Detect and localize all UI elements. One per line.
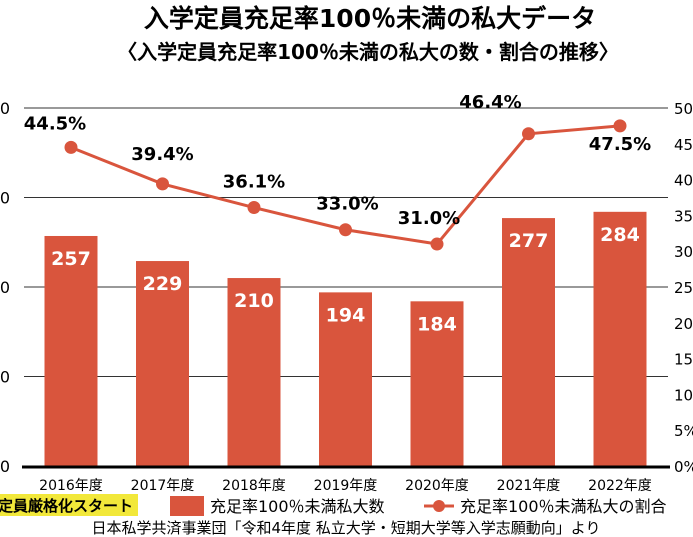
bar-value-label: 257 [51,248,91,270]
right-axis-tick-label: 0% [674,458,693,476]
bar [502,218,555,466]
right-axis-tick-label: 30% [674,243,693,261]
bar-value-label: 184 [417,313,457,335]
x-axis-tick-label: 2022年度 [588,478,652,494]
bar-value-label: 284 [600,224,640,246]
left-axis-tick-label: 200 [0,278,10,297]
x-axis-tick-label: 2020年度 [405,478,469,494]
bar [227,278,281,466]
x-axis-tick-label: 2019年度 [314,478,378,494]
bar-value-label: 229 [143,273,183,295]
right-axis-tick-label: 15% [674,351,693,369]
ratio-value-label: 46.4% [459,92,521,113]
legend-bar-label: 充足率100％未満私大数 [210,497,385,516]
left-axis-tick-label: 400 [0,99,10,118]
legend-bar-swatch [170,496,204,516]
ratio-point [522,127,535,141]
left-axis-tick-label: 0 [0,457,10,476]
ratio-value-label: 36.1% [223,172,285,193]
bar [44,235,98,466]
annotation-highlight [0,494,138,516]
bar [136,261,189,466]
right-axis-tick-label: 20% [674,315,693,333]
right-axis-tick-label: 5% [674,422,693,440]
right-axis-tick-label: 45% [674,136,693,154]
bar-value-label: 210 [234,290,274,312]
ratio-value-label: 44.5% [24,113,86,134]
x-axis-tick-label: 2018年度 [222,478,286,494]
ratio-value-label: 39.4% [131,144,193,165]
source-note: 日本私学共済事業団「令和4年度 私立大学・短期大学等入学志願動向」より [91,519,600,537]
x-axis-tick-label: 2017年度 [131,478,195,494]
ratio-value-label: 31.0% [398,208,460,229]
bar [593,211,647,466]
chart-title: 入学定員充足率100％未満の私大データ [144,4,596,33]
ratio-point [247,201,261,215]
bar [319,292,372,466]
bar-value-label: 194 [326,304,366,326]
ratio-value-label: 47.5% [589,134,651,155]
right-axis-tick-label: 35% [674,207,693,225]
chart-subtitle: 〈入学定員充足率100％未満の私大の数・割合の推移〉 [117,40,619,64]
x-axis-tick-label: 2021年度 [497,478,561,494]
ratio-point [430,237,444,251]
right-axis-tick-label: 50% [674,100,693,118]
left-axis-tick-label: 100 [0,368,10,387]
right-axis-tick-label: 25% [674,279,693,297]
right-axis-tick-label: 10% [674,386,693,404]
legend-line-label: 充足率100％未満私大の割合 [460,497,667,516]
bar-value-label: 277 [509,230,549,252]
left-axis-tick-label: 300 [0,189,10,208]
ratio-point [339,223,352,237]
ratio-point [156,177,169,191]
bar [410,301,464,466]
ratio-value-label: 33.0% [316,194,378,215]
legend-line-marker [433,500,445,512]
annotation-label: 定員厳格化スタート [0,497,133,515]
right-axis-tick-label: 40% [674,172,693,190]
ratio-point [64,140,78,154]
x-axis-tick-label: 2016年度 [39,478,103,494]
ratio-point [613,119,627,133]
